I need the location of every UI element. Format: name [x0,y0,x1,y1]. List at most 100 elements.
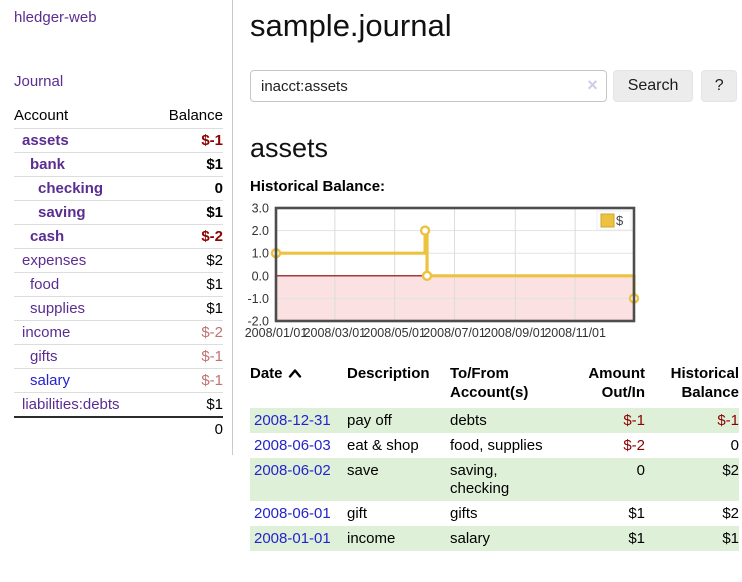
svg-text:2008/03/01: 2008/03/01 [304,326,367,340]
account-balance: $1 [152,272,223,297]
transaction-date-link[interactable]: 2008-06-01 [254,505,331,522]
account-link[interactable]: expenses [22,252,87,269]
account-row: bank $1 [14,152,223,177]
amount-cell: $-2 [623,437,645,454]
register-table: Date Description To/From Account(s) Amou… [250,362,739,551]
register-row: 2008-01-01 income salary $1 $1 [250,526,739,551]
description-cell: gift [347,505,368,522]
accounts-cell: salary [450,530,491,547]
search-button[interactable]: Search [612,70,694,102]
svg-text:2008/01/01: 2008/01/01 [245,326,308,340]
account-balance: $-1 [152,368,223,393]
account-balance: $1 [152,152,223,177]
register-header-description: Description [347,365,430,382]
chart-title: Historical Balance: [250,178,386,195]
amount-cell: $1 [628,530,645,547]
transaction-date-link[interactable]: 2008-06-02 [254,462,331,479]
description-cell: income [347,530,396,547]
account-row: income $-2 [14,320,223,345]
account-link[interactable]: income [22,324,71,341]
amount-cell: $1 [628,505,645,522]
transaction-date-link[interactable]: 2008-06-03 [254,437,331,454]
transaction-date-link[interactable]: 2008-12-31 [254,412,331,429]
account-link[interactable]: liabilities:debts [22,396,120,413]
svg-text:1.0: 1.0 [252,247,269,261]
search-input[interactable] [250,70,607,102]
account-balance: $-2 [152,320,223,345]
page-title: sample.journal [250,8,452,43]
account-link[interactable]: saving [38,204,86,221]
register-row: 2008-06-03 eat & shop food, supplies $-2 0 [250,433,739,458]
account-row: salary $-1 [14,368,223,393]
account-link[interactable]: salary [30,372,71,389]
search-input-wrap: × [250,70,607,102]
account-heading: assets [250,133,329,163]
account-row: assets $-1 [14,128,223,153]
sort-ascending-icon [288,369,301,378]
account-balance: $1 [152,296,223,321]
accounts-total-value: 0 [152,416,223,441]
account-row: saving $1 [14,200,223,225]
sidebar-item-journal[interactable]: Journal [14,73,64,90]
main-panel: sample.journal × Search ? assets Histori… [234,0,742,551]
account-link[interactable]: checking [38,180,104,197]
accounts-col-header: Account [14,107,69,124]
account-balance: $1 [152,200,223,225]
register-header-amount: Amount Out/In [588,365,645,401]
account-row: checking 0 [14,176,223,201]
accounts-cell: debts [450,412,487,429]
accounts-total-row: 0 [14,416,223,441]
account-row: liabilities:debts $1 [14,392,223,417]
account-balance: 0 [152,176,223,201]
account-link[interactable]: assets [22,132,69,149]
accounts-cell: gifts [450,505,478,522]
balance-col-header: Balance [168,107,223,124]
accounts-table: Account Balance assets $-1 bank $1 checking 0… [14,104,223,441]
account-link[interactable]: cash [30,228,65,245]
account-balance: $1 [152,392,223,417]
svg-text:-2.0: -2.0 [247,315,269,329]
svg-text:-1.0: -1.0 [247,292,269,306]
transaction-date-link[interactable]: 2008-01-01 [254,530,331,547]
register-header-date[interactable]: Date [250,362,347,408]
register-row: 2008-06-02 save saving, checking 0 $2 [250,458,739,501]
register-header-balance: Historical Balance [670,365,739,401]
balance-cell: $2 [722,462,739,479]
account-row: food $1 [14,272,223,297]
svg-text:2008/09/01: 2008/09/01 [484,326,547,340]
svg-text:2.0: 2.0 [252,224,269,238]
accounts-cell: food, supplies [450,437,543,454]
svg-text:3.0: 3.0 [252,202,269,216]
clear-search-icon[interactable]: × [587,75,598,95]
brand-link[interactable]: hledger-web [14,9,97,26]
account-link[interactable]: bank [30,156,66,173]
description-cell: save [347,462,379,479]
account-row: cash $-2 [14,224,223,249]
sidebar: hledger-web Journal Account Balance asse… [0,0,233,455]
account-link[interactable]: food [30,276,60,293]
balance-cell: $-1 [717,412,739,429]
svg-text:$: $ [616,213,624,228]
amount-cell: 0 [636,462,645,479]
account-row: expenses $2 [14,248,223,273]
svg-text:0.0: 0.0 [252,269,269,283]
balance-cell: $2 [722,505,739,522]
register-body: 2008-12-31 pay off debts $-1 $-1 2008-06-03 ea… [250,408,739,551]
svg-text:2008/07/01: 2008/07/01 [423,326,486,340]
account-balance: $-1 [152,128,223,153]
amount-cell: $-1 [623,412,645,429]
account-link[interactable]: supplies [30,300,86,317]
account-link[interactable]: gifts [30,348,58,365]
help-button[interactable]: ? [701,70,737,102]
account-balance: $2 [152,248,223,273]
account-balance: $-1 [152,344,223,369]
svg-text:2008/11/01: 2008/11/01 [544,326,606,340]
accounts-body: assets $-1 bank $1 checking 0 saving $1 cash $-2 e… [14,128,223,417]
balance-chart: $3.0 2.0 1.0 0.0 -1.0 -2.0 2008/01/01 2008/03/0… [245,202,737,342]
account-row: supplies $1 [14,296,223,321]
register-header-accounts: To/From Account(s) [450,365,529,401]
search-form: × Search ? [250,70,737,102]
account-balance: $-2 [152,224,223,249]
register-row: 2008-12-31 pay off debts $-1 $-1 [250,408,739,433]
register-row: 2008-06-01 gift gifts $1 $2 [250,501,739,526]
